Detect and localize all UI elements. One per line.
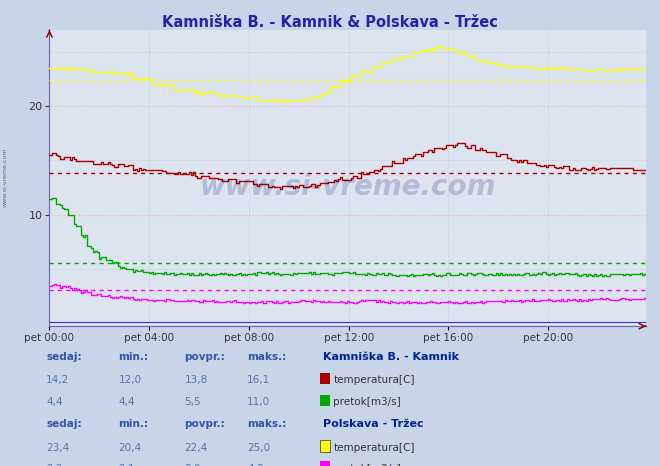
Text: Kamniška B. - Kamnik & Polskava - Tržec: Kamniška B. - Kamnik & Polskava - Tržec [161,15,498,30]
Text: temperatura[C]: temperatura[C] [333,443,415,452]
Text: 2,1: 2,1 [119,464,135,466]
Text: maks.:: maks.: [247,352,287,362]
Text: 2,2: 2,2 [46,464,63,466]
Text: 20,4: 20,4 [119,443,142,452]
Text: 11,0: 11,0 [247,397,270,407]
Text: 3,0: 3,0 [185,464,201,466]
Text: 13,8: 13,8 [185,375,208,385]
Text: 12,0: 12,0 [119,375,142,385]
Text: min.:: min.: [119,419,149,429]
Text: 23,4: 23,4 [46,443,69,452]
Text: 22,4: 22,4 [185,443,208,452]
Text: pretok[m3/s]: pretok[m3/s] [333,464,401,466]
Text: sedaj:: sedaj: [46,419,82,429]
Text: 5,5: 5,5 [185,397,201,407]
Text: www.si-vreme.com: www.si-vreme.com [3,147,8,207]
Text: 4,4: 4,4 [119,397,135,407]
Text: 4,3: 4,3 [247,464,264,466]
Text: maks.:: maks.: [247,419,287,429]
Text: sedaj:: sedaj: [46,352,82,362]
Text: temperatura[C]: temperatura[C] [333,375,415,385]
Text: 25,0: 25,0 [247,443,270,452]
Text: pretok[m3/s]: pretok[m3/s] [333,397,401,407]
Text: Kamniška B. - Kamnik: Kamniška B. - Kamnik [323,352,459,362]
Text: Polskava - Tržec: Polskava - Tržec [323,419,424,429]
Text: 16,1: 16,1 [247,375,270,385]
Text: povpr.:: povpr.: [185,352,225,362]
Text: www.si-vreme.com: www.si-vreme.com [200,173,496,201]
Text: min.:: min.: [119,352,149,362]
Text: 14,2: 14,2 [46,375,69,385]
Text: 4,4: 4,4 [46,397,63,407]
Text: povpr.:: povpr.: [185,419,225,429]
